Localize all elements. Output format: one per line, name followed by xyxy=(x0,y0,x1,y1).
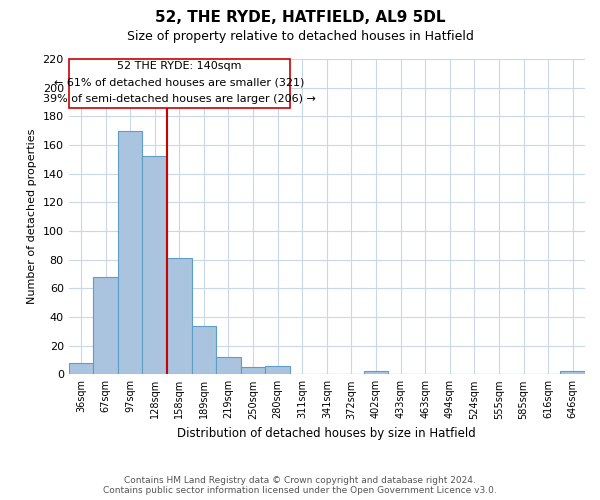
Text: Contains HM Land Registry data © Crown copyright and database right 2024.
Contai: Contains HM Land Registry data © Crown c… xyxy=(103,476,497,495)
Bar xyxy=(191,326,216,374)
X-axis label: Distribution of detached houses by size in Hatfield: Distribution of detached houses by size … xyxy=(178,427,476,440)
Bar xyxy=(142,156,167,374)
Text: 52, THE RYDE, HATFIELD, AL9 5DL: 52, THE RYDE, HATFIELD, AL9 5DL xyxy=(155,10,445,25)
Text: Size of property relative to detached houses in Hatfield: Size of property relative to detached ho… xyxy=(127,30,473,43)
Bar xyxy=(68,59,290,108)
Bar xyxy=(93,277,118,374)
Bar xyxy=(118,130,142,374)
Bar xyxy=(560,372,585,374)
Bar xyxy=(167,258,191,374)
Text: 52 THE RYDE: 140sqm: 52 THE RYDE: 140sqm xyxy=(117,62,242,72)
Y-axis label: Number of detached properties: Number of detached properties xyxy=(27,129,37,304)
Bar xyxy=(68,363,93,374)
Bar xyxy=(241,367,265,374)
Bar xyxy=(364,372,388,374)
Bar xyxy=(216,357,241,374)
Bar xyxy=(265,366,290,374)
Text: ← 61% of detached houses are smaller (321): ← 61% of detached houses are smaller (32… xyxy=(54,78,304,88)
Text: 39% of semi-detached houses are larger (206) →: 39% of semi-detached houses are larger (… xyxy=(43,94,316,104)
